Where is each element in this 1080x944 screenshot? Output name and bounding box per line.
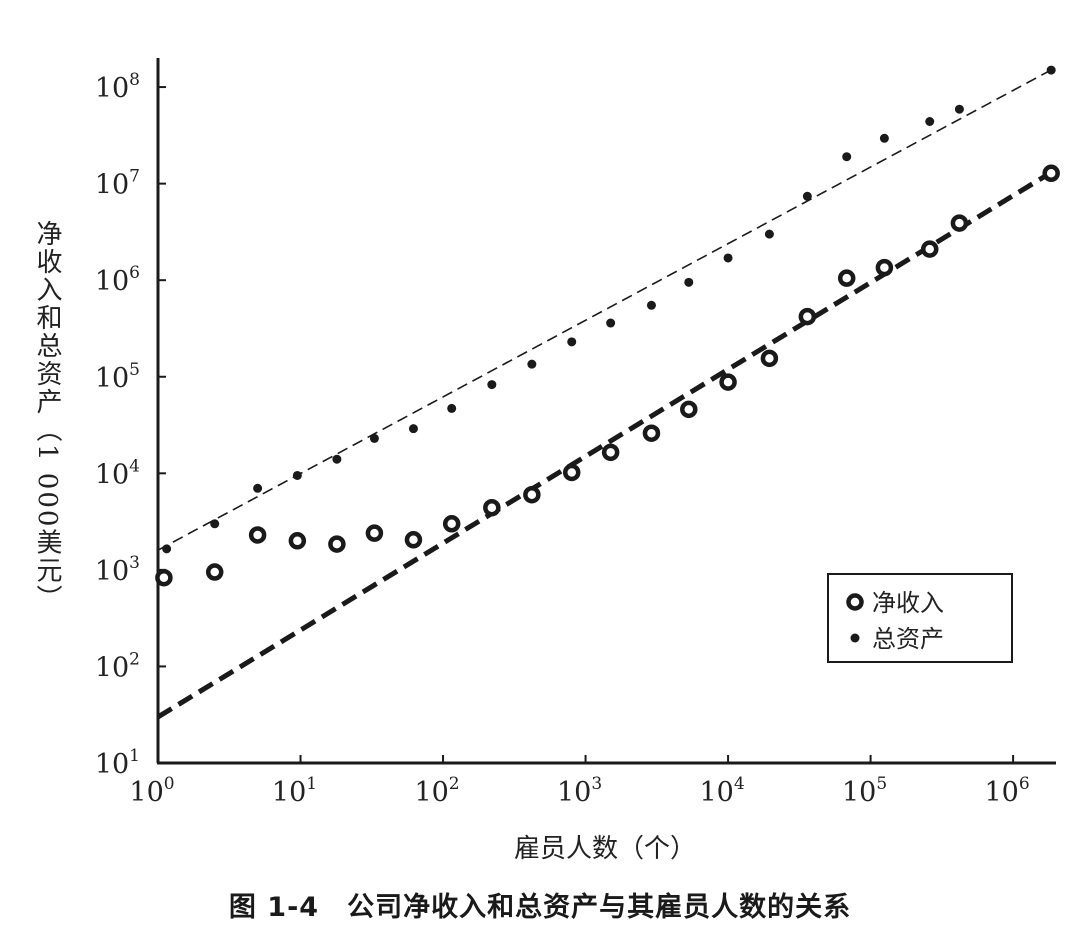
x-tick-label: 101 (272, 774, 317, 808)
y-tick-label: 103 (95, 553, 140, 587)
legend-total-assets-marker (850, 633, 860, 643)
net-income-point (442, 515, 461, 533)
legend-box (827, 573, 1013, 663)
total-assets-point (764, 229, 774, 239)
total-assets-point (925, 116, 935, 126)
net-income-point (760, 349, 779, 368)
legend-label: 总资产 (872, 625, 944, 653)
total-assets-point (162, 544, 172, 554)
total-assets-point (487, 380, 497, 390)
total-assets-trend-line (157, 66, 1057, 551)
net-income-point (523, 485, 541, 504)
data-points (155, 65, 1060, 587)
total-assets-point (447, 403, 457, 413)
net-income-point (288, 532, 307, 550)
total-assets-point (606, 318, 616, 328)
total-assets-point (292, 470, 302, 480)
y-tick-label: 107 (95, 167, 140, 201)
total-assets-point (1046, 65, 1056, 75)
total-assets-point (723, 253, 733, 263)
x-tick-label: 106 (985, 774, 1030, 808)
y-tick-label: 108 (95, 70, 140, 104)
total-assets-point (802, 191, 812, 201)
y-tick-label: 104 (95, 456, 140, 490)
x-axis-label: 雇员人数（个） (513, 834, 696, 864)
net-income-point (365, 524, 384, 542)
x-tick-label: 100 (129, 774, 174, 808)
x-tick-label: 102 (414, 774, 459, 808)
net-income-point (875, 258, 894, 277)
total-assets-point (369, 433, 379, 443)
y-tick-label: 102 (95, 649, 140, 683)
net-income-point (562, 463, 581, 482)
total-assets-point (210, 519, 220, 529)
fit-lines (156, 66, 1058, 720)
net-income-point (719, 373, 737, 391)
net-income-point (1042, 164, 1060, 183)
net-income-point (837, 269, 856, 287)
legend-label: 净收入 (872, 589, 944, 617)
net-income-point (248, 526, 267, 544)
total-assets-point (253, 483, 263, 493)
total-assets-point (567, 337, 577, 347)
figure-caption: 图 1-4 公司净收入和总资产与其雇员人数的关系 (228, 892, 852, 923)
net-income-point (155, 568, 173, 587)
y-tick-label: 101 (95, 746, 140, 780)
net-income-trend-line (156, 167, 1058, 720)
total-assets-point (527, 359, 537, 369)
x-tick-label: 103 (557, 774, 602, 808)
net-income-point (920, 240, 939, 258)
y-tick-label: 105 (95, 360, 140, 394)
net-income-point (328, 535, 346, 553)
net-income-point (798, 307, 817, 326)
total-assets-point (646, 300, 656, 310)
x-tick-label: 105 (842, 774, 887, 808)
net-income-point (680, 400, 698, 419)
total-assets-point (879, 133, 889, 143)
total-assets-point (684, 277, 694, 287)
total-assets-point (408, 424, 418, 434)
y-tick-label: 106 (95, 263, 140, 297)
legend-net-income-marker (846, 593, 864, 611)
total-assets-point (842, 152, 852, 162)
y-axis-label: 净收入和总资产（1 000美元） (32, 220, 62, 613)
net-income-point (483, 498, 501, 517)
net-income-point (404, 531, 423, 549)
net-income-point (601, 443, 620, 462)
net-income-point (642, 424, 661, 442)
total-assets-point (954, 104, 964, 114)
total-assets-point (332, 454, 342, 464)
x-tick-label: 104 (699, 774, 744, 808)
net-income-point (205, 563, 224, 581)
net-income-point (950, 214, 969, 232)
